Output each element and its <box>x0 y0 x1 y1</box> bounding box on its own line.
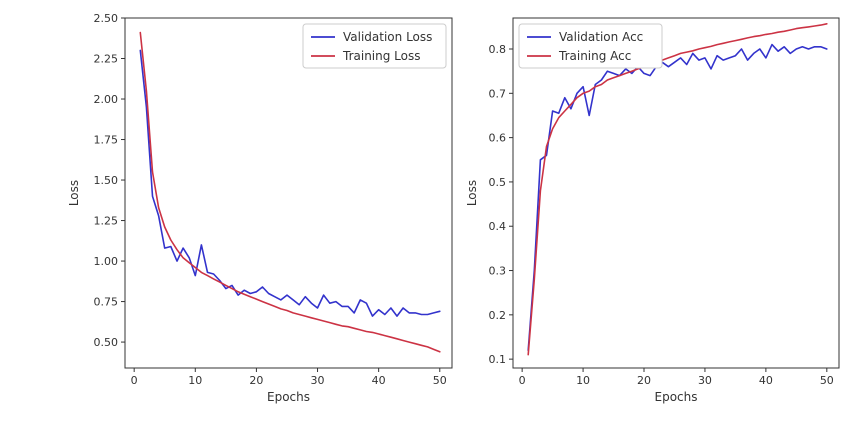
chart-1-legend-label: Training Loss <box>342 49 420 63</box>
chart-1-x-axis-label: Epochs <box>267 390 310 404</box>
chart-2-x-axis-label: Epochs <box>655 390 698 404</box>
chart-1-plot-frame <box>124 17 453 369</box>
chart-1-legend-label: Validation Loss <box>343 30 432 44</box>
chart-2-legend-label: Validation Acc <box>559 30 643 44</box>
chart-1-y-tick-label: 1.00 <box>94 255 119 268</box>
chart-2-x-tick-label: 30 <box>698 374 712 387</box>
chart-1-y-tick-label: 2.25 <box>94 53 119 66</box>
chart-1-legend-box <box>302 23 447 69</box>
chart-2-legend-label: Training Acc <box>558 49 631 63</box>
chart-2-group: 0 10 20 30 40 50 0.1 0.2 0.3 0.4 0.5 0.6 0.7 0.8 Epoch… <box>465 17 840 404</box>
chart-1-y-tick-label: 1.50 <box>94 174 119 187</box>
chart-1-y-tick-label: 0.75 <box>94 296 119 309</box>
chart-2-y-tick-label: 0.1 <box>489 353 507 366</box>
chart-2-y-tick-label: 0.4 <box>489 220 507 233</box>
chart-1-x-tick-label: 40 <box>372 374 386 387</box>
chart-1-x-tick-label: 50 <box>433 374 447 387</box>
chart-2-y-axis-label: Loss <box>465 180 479 206</box>
chart-2-x-tick-label: 40 <box>759 374 773 387</box>
chart-2-x-tick-label: 10 <box>576 374 590 387</box>
chart-2-legend-box <box>518 23 663 69</box>
chart-2-series-line-validation-acc <box>527 43 828 352</box>
chart-2-y-tick-label: 0.8 <box>489 43 507 56</box>
chart-2-y-tick-label: 0.5 <box>489 176 507 189</box>
chart-1-y-axis-label: Loss <box>67 180 81 206</box>
chart-1-y-tick-label: 2.00 <box>94 93 119 106</box>
chart-2-x-tick-label: 0 <box>519 374 526 387</box>
chart-2-x-tick-label: 50 <box>820 374 834 387</box>
chart-1-y-tick-label: 1.25 <box>94 215 119 228</box>
chart-1-x-tick-label: 20 <box>249 374 263 387</box>
chart-2-series-line-training-acc <box>527 22 828 356</box>
chart-2-plot-frame <box>512 17 840 369</box>
chart-1-series-line-validation-loss <box>139 49 441 317</box>
chart-1-series-line-training-loss <box>139 31 441 353</box>
chart-1-y-tick-label: 0.50 <box>94 336 119 349</box>
chart-2-y-tick-label: 0.7 <box>489 87 507 100</box>
chart-2-y-tick-label: 0.3 <box>489 265 507 278</box>
chart-2-x-tick-label: 20 <box>637 374 651 387</box>
chart-1-y-tick-label: 2.50 <box>94 12 119 25</box>
chart-1-x-tick-label: 0 <box>131 374 138 387</box>
chart-1-x-tick-label: 30 <box>311 374 325 387</box>
chart-2-y-tick-label: 0.6 <box>489 132 507 145</box>
chart-1-y-tick-label: 1.75 <box>94 134 119 147</box>
chart-1-x-tick-label: 10 <box>188 374 202 387</box>
chart-2-y-tick-label: 0.2 <box>489 309 507 322</box>
chart-1-group: 0 10 20 30 40 50 0.50 0.75 1.00 1.25 1.50 1.75 2.00 2… <box>67 12 453 404</box>
